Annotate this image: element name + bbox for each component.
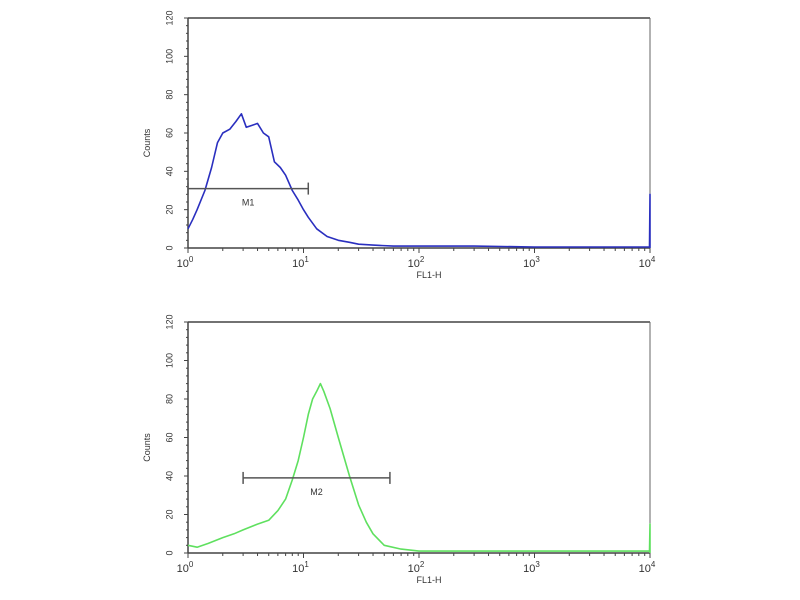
x-tick-label: 102 [408,560,425,575]
x-axis-label: FL1-H [416,575,441,585]
histogram-panel-2: 0 20 40 60 80 100 120 100 101 102 103 104 FL1-H Count… [142,314,656,585]
x-axis-label: FL1-H [416,270,441,280]
histogram-line [187,113,651,248]
y-tick-label: 60 [164,432,174,442]
y-tick-label: 0 [164,245,174,250]
x-tick-label: 100 [177,255,194,270]
y-tick-label: 20 [164,509,174,519]
histogram-line [187,382,651,553]
y-tick-label: 0 [164,550,174,555]
y-tick-label: 80 [164,394,174,404]
x-tick-label: 103 [523,560,540,575]
marker-gate-label: M1 [242,198,255,208]
x-tick-label: 104 [639,255,656,270]
x-tick-label: 101 [292,560,309,575]
y-tick-label: 40 [164,166,174,176]
histogram-panel-1: 0 20 40 60 80 100 120 100 101 102 103 104 FL1-H Count… [142,10,656,280]
y-tick-label: 100 [164,353,174,368]
y-tick-label: 120 [164,314,174,329]
y-tick-label: 100 [164,49,174,64]
x-tick-label: 103 [523,255,540,270]
y-tick-label: 60 [164,128,174,138]
x-tick-label: 102 [408,255,425,270]
x-tick-label: 101 [292,255,309,270]
y-tick-label: 120 [164,10,174,25]
y-axis-label: Counts [142,433,152,462]
marker-gate-label: M2 [310,487,323,497]
y-axis-label: Counts [142,128,152,157]
x-tick-label: 104 [639,560,656,575]
y-tick-label: 80 [164,90,174,100]
y-tick-label: 20 [164,205,174,215]
x-tick-label: 100 [177,560,194,575]
y-tick-label: 40 [164,471,174,481]
